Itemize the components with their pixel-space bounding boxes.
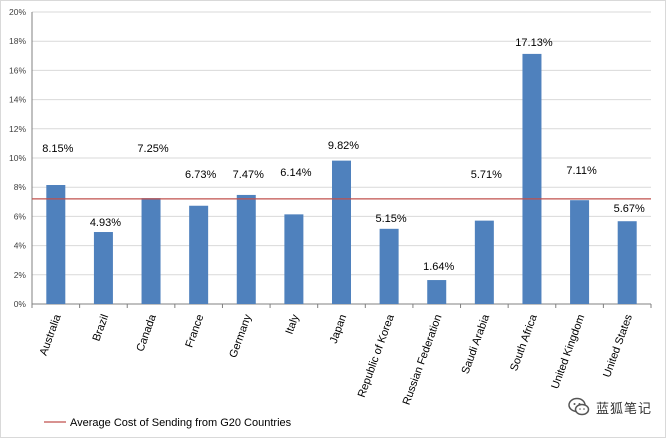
data-label: 5.71% [471,169,502,181]
y-tick-label: 6% [14,211,27,221]
y-tick-label: 12% [9,124,26,134]
data-label: 1.64% [423,261,454,273]
category-label: United Kingdom [549,313,587,391]
watermark: 蓝狐笔记 [568,396,652,418]
bar [141,198,161,304]
y-tick-label: 18% [9,36,26,46]
bar [474,220,494,304]
category-label: South Africa [508,312,540,373]
category-label: France [183,313,206,349]
data-label: 5.15% [376,213,407,225]
bar [522,53,542,304]
category-label: Germany [227,312,254,359]
data-label: 7.47% [233,169,264,181]
category-label: United States [601,312,635,379]
category-label: Russian Federation [401,313,445,407]
bar [93,232,113,304]
y-tick-label: 14% [9,95,26,105]
category-label: Japan [328,313,350,345]
wechat-icon [568,397,590,416]
bar [617,221,637,304]
y-tick-label: 0% [14,299,27,309]
category-label: Republic of Korea [356,312,397,399]
data-label: 9.82% [328,140,359,152]
data-label: 8.15% [42,143,73,155]
bar [570,200,590,304]
legend-label: Average Cost of Sending from G20 Countri… [70,417,292,429]
bar [332,160,351,304]
bar [189,205,209,304]
data-label: 6.14% [280,167,311,179]
y-tick-label: 10% [9,153,26,163]
category-label: Saudi Arabia [460,312,493,376]
y-tick-label: 4% [14,241,27,251]
data-label: 7.11% [566,165,597,177]
y-tick-label: 20% [9,7,26,17]
y-tick-label: 8% [14,182,27,192]
category-label: Canada [134,312,159,353]
category-label: Australia [38,312,64,357]
y-tick-label: 16% [9,65,26,75]
data-label: 5.67% [614,203,645,215]
watermark-text: 蓝狐笔记 [595,401,652,417]
category-label: Brazil [91,313,112,343]
data-label: 17.13% [515,37,553,49]
bar [236,194,256,304]
data-label: 6.73% [185,169,216,181]
bar [46,185,66,304]
bar [379,228,399,304]
bar [427,280,447,304]
data-label: 4.93% [90,217,121,229]
category-label: Italy [284,312,302,336]
bar [284,214,304,304]
data-label: 7.25% [137,143,168,155]
y-tick-label: 2% [14,270,27,280]
